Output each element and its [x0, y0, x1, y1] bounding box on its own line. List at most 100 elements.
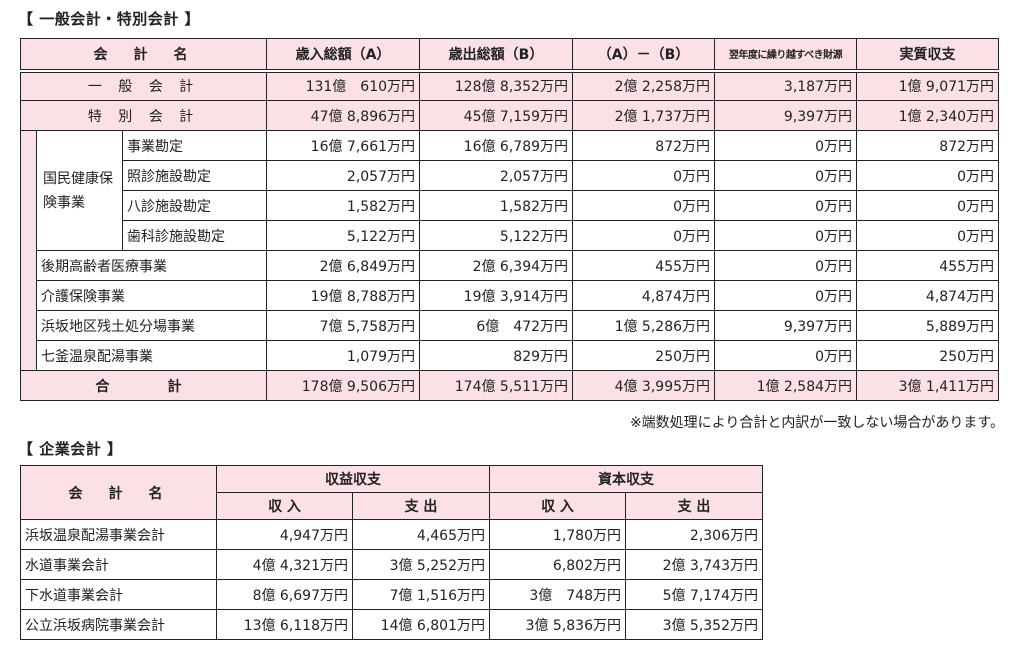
- header-account-name: 会 計 名: [20, 465, 217, 520]
- cell: 4,874万円: [572, 280, 716, 311]
- cell: 1億 5,286万円: [572, 310, 716, 341]
- cell: 4,947万円: [216, 519, 353, 550]
- section-title-enterprise: 【 企業会計 】: [18, 440, 123, 458]
- cell: 2億 3,743万円: [625, 549, 763, 580]
- cell: 47億 8,896万円: [266, 100, 421, 131]
- cell: 829万円: [419, 340, 574, 371]
- cell: 455万円: [856, 250, 1000, 281]
- cell: 128億 8,352万円: [419, 70, 574, 101]
- cell: 872万円: [856, 130, 1000, 161]
- cell: 0万円: [572, 190, 716, 221]
- table-row: 公立浜坂病院事業会計 13億 6,118万円 14億 6,801万円 3億 5,…: [20, 609, 763, 640]
- cell: 2,057万円: [266, 160, 421, 191]
- cell: 2億 6,849万円: [266, 250, 421, 281]
- table-row-general: 一 般 会 計 131億 610万円 128億 8,352万円 2億 2,258…: [19, 70, 1000, 101]
- table-row: 国民健康保険事業 事業勘定 16億 7,661万円 16億 6,789万円 87…: [20, 130, 1000, 371]
- cell: 0万円: [856, 220, 1000, 251]
- header-expense: 支 出: [352, 492, 490, 520]
- cell: 1,780万円: [489, 519, 626, 550]
- cell: 0万円: [572, 220, 716, 251]
- cell: 9,397万円: [714, 100, 858, 131]
- cell: 5億 7,174万円: [625, 579, 763, 610]
- cell: 6,802万円: [489, 549, 626, 580]
- cell: 45億 7,159万円: [419, 100, 574, 131]
- header-expense: 支 出: [625, 492, 763, 520]
- cell: 19億 3,914万円: [419, 280, 574, 311]
- cell: 1,582万円: [419, 190, 574, 221]
- cell: 2,057万円: [419, 160, 574, 191]
- cell: 3億 5,836万円: [489, 609, 626, 640]
- cell: 3億 5,252万円: [352, 549, 490, 580]
- header-revenue: 歳入総額（A）: [266, 38, 421, 73]
- row-name: 七釜温泉配湯事業: [35, 340, 268, 371]
- indent-cell: [20, 130, 37, 371]
- cell: 2億 1,737万円: [572, 100, 716, 131]
- cell: 0万円: [856, 190, 1000, 221]
- row-name: 八診施設勘定: [121, 190, 268, 221]
- row-name: 照診施設勘定: [121, 160, 268, 191]
- header-account-name: 会 計 名: [19, 38, 268, 73]
- cell: 8億 6,697万円: [216, 579, 353, 610]
- cell: 4億 3,995万円: [572, 370, 716, 401]
- cell: 5,122万円: [266, 220, 421, 251]
- cell: 1億 9,071万円: [856, 70, 1000, 101]
- cell: 3億 748万円: [489, 579, 626, 610]
- table-row: 介護保険事業 19億 8,788万円 19億 3,914万円 4,874万円 0…: [21, 280, 1000, 311]
- cell: 14億 6,801万円: [352, 609, 490, 640]
- header-income-statement: 収益収支: [216, 465, 490, 493]
- row-name: 公立浜坂病院事業会計: [20, 609, 217, 640]
- cell: 2,306万円: [625, 519, 763, 550]
- header-expenditure: 歳出総額（B）: [419, 38, 574, 73]
- cell: 3億 5,352万円: [625, 609, 763, 640]
- table-subheader-row: 収 入 支 出 収 入 支 出: [21, 492, 763, 520]
- cell: 0万円: [714, 190, 858, 221]
- cell: 1億 2,584万円: [714, 370, 858, 401]
- table-row: 八診施設勘定 1,582万円 1,582万円 0万円 0万円 0万円: [21, 190, 1000, 221]
- cell: 0万円: [572, 160, 716, 191]
- cell: 455万円: [572, 250, 716, 281]
- table-row: 浜坂温泉配湯事業会計 4,947万円 4,465万円 1,780万円 2,306…: [20, 519, 763, 550]
- cell: 3億 1,411万円: [856, 370, 1000, 401]
- table-row: 七釜温泉配湯事業 1,079万円 829万円 250万円 0万円 250万円: [21, 340, 1000, 371]
- table-row: 下水道事業会計 8億 6,697万円 7億 1,516万円 3億 748万円 5…: [20, 579, 763, 610]
- rounding-note: ※端数処理により合計と内訳が一致しない場合があります。: [629, 415, 1004, 431]
- cell: 174億 5,511万円: [419, 370, 574, 401]
- header-income: 収 入: [216, 492, 353, 520]
- cell: 19億 8,788万円: [266, 280, 421, 311]
- cell: 6億 472万円: [419, 310, 574, 341]
- table-row: 照診施設勘定 2,057万円 2,057万円 0万円 0万円 0万円: [21, 160, 1000, 191]
- cell: 0万円: [714, 250, 858, 281]
- header-capital-statement: 資本収支: [489, 465, 763, 493]
- cell: 131億 610万円: [266, 70, 421, 101]
- cell: 0万円: [714, 220, 858, 251]
- table-row-total: 合 計 178億 9,506万円 174億 5,511万円 4億 3,995万円…: [19, 370, 1000, 401]
- cell: 3,187万円: [714, 70, 858, 101]
- header-carryover: 翌年度に繰り越すべき財源: [714, 38, 858, 73]
- header-real-balance: 実質収支: [856, 38, 1000, 73]
- cell: 0万円: [714, 340, 858, 371]
- cell: 2億 2,258万円: [572, 70, 716, 101]
- cell: 872万円: [572, 130, 716, 161]
- cell: 0万円: [714, 160, 858, 191]
- table-header-row: 会 計 名 収益収支 資本収支: [20, 465, 763, 520]
- section-title-general-special: 【 一般会計・特別会計 】: [18, 10, 200, 28]
- cell: 1億 2,340万円: [856, 100, 1000, 131]
- header-income: 収 入: [489, 492, 626, 520]
- cell: 5,889万円: [856, 310, 1000, 341]
- cell: 2億 6,394万円: [419, 250, 574, 281]
- header-difference: （A）－（B）: [572, 38, 716, 73]
- row-name: 浜坂地区残土処分場事業: [35, 310, 268, 341]
- row-name: 合 計: [19, 370, 268, 401]
- cell: 178億 9,506万円: [266, 370, 421, 401]
- table-row: 歯科診施設勘定 5,122万円 5,122万円 0万円 0万円 0万円: [21, 220, 1000, 251]
- cell: 0万円: [856, 160, 1000, 191]
- row-name: 特 別 会 計: [19, 100, 268, 131]
- row-name: 事業勘定: [121, 130, 268, 161]
- row-name: 一 般 会 計: [19, 70, 268, 101]
- cell: 13億 6,118万円: [216, 609, 353, 640]
- cell: 4,874万円: [856, 280, 1000, 311]
- general-special-accounts-table: 会 計 名 歳入総額（A） 歳出総額（B） （A）－（B） 翌年度に繰り越すべき…: [19, 38, 1000, 401]
- cell: 250万円: [572, 340, 716, 371]
- row-name: 下水道事業会計: [20, 579, 217, 610]
- row-name: 浜坂温泉配湯事業会計: [20, 519, 217, 550]
